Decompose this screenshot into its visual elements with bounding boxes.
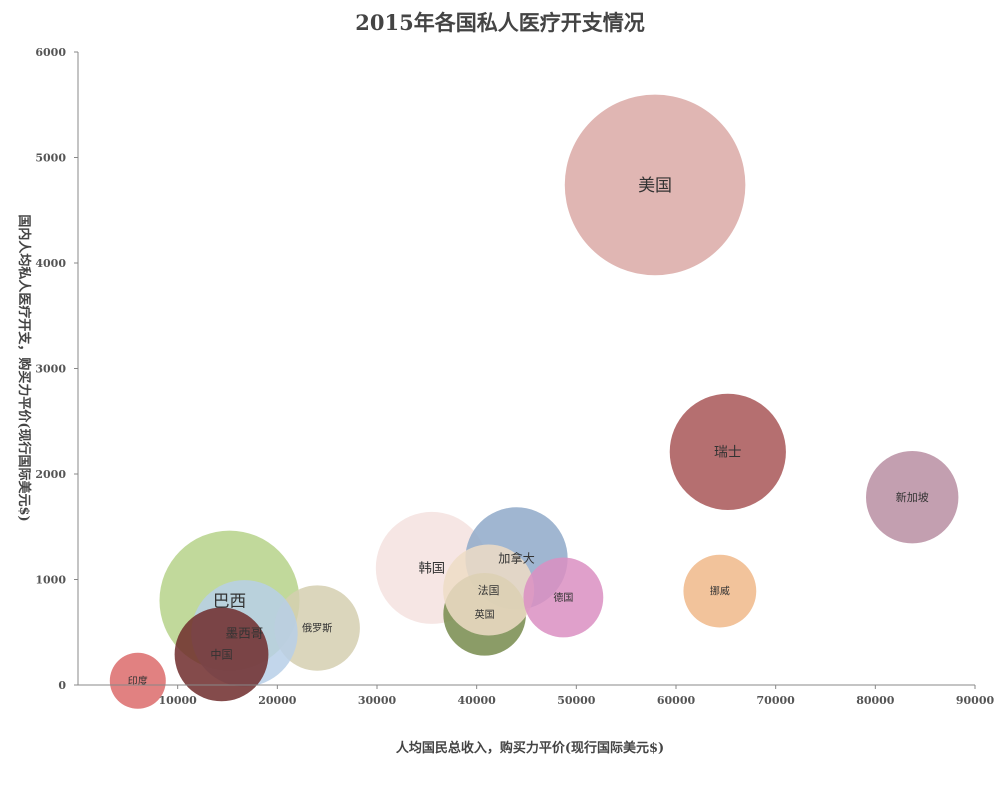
x-tick-label: 70000 [757,694,796,707]
x-tick-label: 80000 [856,694,895,707]
bubble-point [866,451,959,544]
bubble-label: 墨西哥 [225,626,263,641]
bubble-point [274,585,360,671]
y-tick-label: 2000 [35,468,66,481]
bubble-label: 德国 [553,591,573,604]
bubble-label: 加拿大 [498,551,534,566]
bubble-layer [109,94,959,709]
bubble-label: 印度 [128,674,148,687]
chart-title: 2015年各国私人医疗开支情况 [355,10,644,35]
x-tick-label: 90000 [956,694,995,707]
y-tick-label: 6000 [35,46,66,59]
bubble-point [669,393,786,510]
bubble-label: 瑞士 [714,445,742,461]
y-tick-label: 3000 [35,363,66,376]
bubble-label: 挪威 [710,585,730,598]
bubble-label: 巴西 [213,591,246,610]
x-axis-ticks: 10000 20000 30000 40000 50000 60000 70000 80000… [159,685,995,707]
bubble-label: 新加坡 [896,490,929,504]
x-tick-label: 30000 [358,694,397,707]
x-tick-label: 60000 [657,694,696,707]
x-tick-label: 10000 [159,694,198,707]
bubble-point [683,554,757,628]
bubble-point [174,607,269,702]
bubble-point [443,544,535,636]
bubble-label: 韩国 [418,561,445,577]
y-tick-label: 5000 [35,152,66,165]
x-tick-label: 40000 [458,694,497,707]
bubble-label: 美国 [638,176,672,196]
bubble-point [109,652,166,709]
x-tick-label: 20000 [258,694,297,707]
bubble-label: 中国 [210,648,232,661]
x-axis-title: 人均国民总收入，购买力平价(现行国际美元$) [396,740,664,756]
y-tick-label: 1000 [35,574,66,587]
y-tick-label: 0 [58,679,66,692]
bubble-point [523,557,604,638]
bubble-label: 英国 [475,608,495,621]
y-axis-ticks: 0 1000 2000 3000 4000 5000 6000 [35,46,78,692]
bubble-label: 俄罗斯 [302,622,332,635]
bubble-point [564,94,746,276]
bubble-label: 法国 [478,583,500,597]
x-tick-label: 50000 [557,694,596,707]
y-axis-title: 国内人均私人医疗开支，购买力平价(现行国际美元$) [16,214,32,521]
y-tick-label: 4000 [35,257,66,270]
